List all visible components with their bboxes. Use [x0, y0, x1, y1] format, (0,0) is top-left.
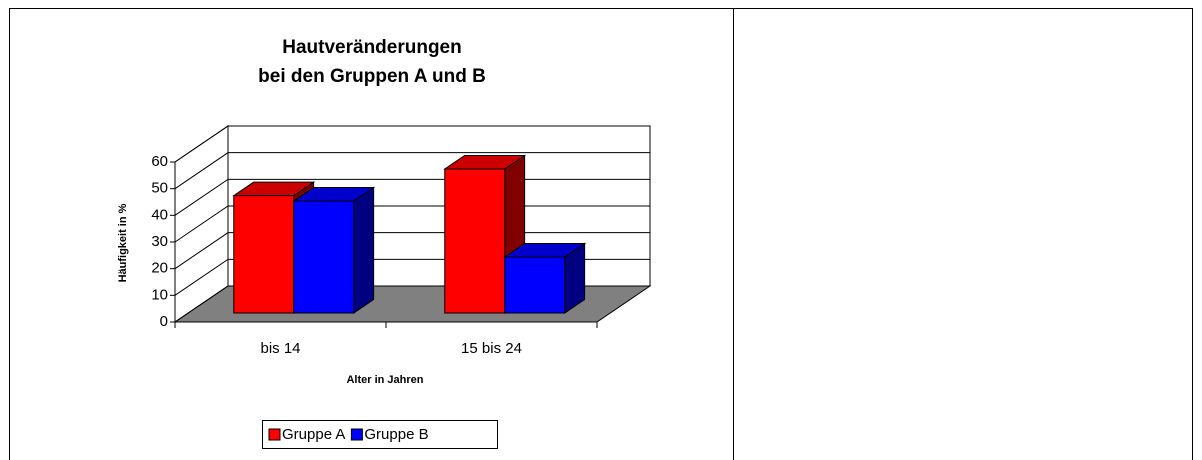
bar-side: [353, 186, 375, 314]
legend-label: Gruppe B: [364, 426, 428, 443]
grid-line: [174, 125, 650, 163]
y-tick-label: 10: [151, 286, 168, 303]
bar: [443, 154, 527, 314]
bar: [503, 242, 587, 314]
y-axis-label: Häufigkeit in %: [117, 203, 129, 282]
x-tick-label: bis 14: [260, 340, 300, 357]
x-tick-label: 15 bis 24: [461, 340, 522, 357]
y-tick-label: 50: [151, 180, 168, 197]
chart-title: bei den Gruppen A und B: [258, 66, 486, 87]
bar: [292, 186, 376, 314]
bar-front: [293, 200, 355, 314]
y-tick-label: 30: [151, 233, 168, 250]
bar-front: [504, 256, 566, 314]
y-tick-label: 20: [151, 260, 168, 277]
grid-line: [174, 152, 650, 190]
y-tick-label: 40: [151, 206, 168, 223]
bar-front: [233, 195, 295, 314]
legend-label: Gruppe A: [282, 426, 345, 443]
y-tick-label: 60: [151, 153, 168, 170]
y-tick-label: 0: [160, 313, 168, 330]
legend-swatch: [268, 428, 281, 441]
legend-box: [262, 420, 498, 449]
chart-title: Hautveränderungen: [282, 37, 461, 58]
bar-front: [444, 168, 506, 314]
x-axis-label: Alter in Jahren: [346, 374, 423, 386]
legend-swatch: [350, 428, 363, 441]
